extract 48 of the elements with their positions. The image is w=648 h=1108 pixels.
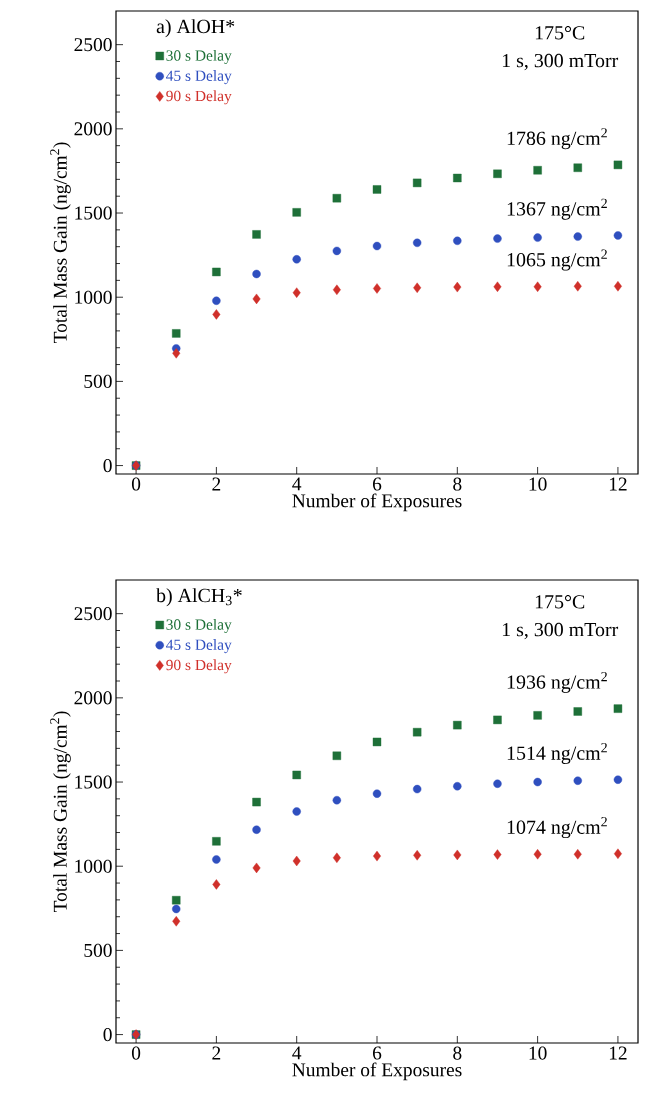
y-tick-label: 2500 — [74, 607, 112, 621]
x-tick-label: 6 — [372, 1046, 382, 1060]
y-tick-label: 1500 — [75, 206, 112, 220]
y-tick-label: 1500 — [75, 775, 112, 789]
annotation: 1 s, 300 mTorr — [502, 53, 619, 71]
x-tick-label: 12 — [609, 477, 627, 491]
chart-title: a) AlOH* — [156, 19, 235, 38]
x-tick-label: 8 — [453, 477, 462, 491]
x-tick-label: 10 — [529, 1046, 547, 1060]
legend-label: 30 s Delay — [166, 49, 232, 64]
legend-label: 45 s Delay — [166, 639, 232, 654]
annotation: 1074 ng/cm$^{2}$ — [507, 817, 607, 839]
y-tick-label: 0 — [103, 459, 112, 473]
annotation: 1786 ng/cm$^{2}$ — [507, 128, 607, 150]
y-tick-label: 2500 — [74, 38, 112, 52]
x-tick-label: 6 — [372, 477, 382, 491]
y-tick-label: 0 — [103, 1028, 112, 1042]
x-tick-label: 8 — [453, 1046, 462, 1060]
x-axis-title: Number of Exposures — [292, 1062, 462, 1081]
y-axis-title: Total Mass Gain (ng/cm$^{2}$) — [50, 711, 71, 913]
annotation: 1 s, 300 mTorr — [502, 622, 619, 640]
annotation: 1367 ng/cm$^{2}$ — [507, 198, 607, 220]
x-tick-label: 2 — [212, 1046, 221, 1060]
chart-title: b) AlCH$_{3}$* — [156, 588, 242, 607]
y-tick-label: 1000 — [75, 859, 112, 873]
annotation: 175°C — [535, 26, 585, 40]
x-tick-label: 4 — [292, 1046, 302, 1060]
legend-label: 30 s Delay — [166, 618, 232, 633]
y-tick-label: 2000 — [74, 691, 112, 705]
y-tick-label: 2000 — [74, 122, 112, 136]
legend-label: 90 s Delay — [166, 659, 232, 674]
annotation: 175°C — [535, 595, 585, 609]
y-tick-label: 500 — [84, 374, 112, 388]
annotation: 1065 ng/cm$^{2}$ — [507, 249, 607, 271]
x-tick-label: 12 — [609, 1046, 627, 1060]
x-tick-label: 4 — [292, 477, 302, 491]
x-tick-label: 0 — [131, 1046, 141, 1060]
x-tick-label: 10 — [529, 477, 547, 491]
y-axis-title: Total Mass Gain (ng/cm$^{2}$) — [50, 142, 71, 344]
x-axis-title: Number of Exposures — [292, 493, 462, 512]
x-tick-label: 2 — [212, 477, 221, 491]
legend-label: 45 s Delay — [166, 70, 232, 85]
legend-label: 90 s Delay — [166, 90, 232, 105]
x-tick-label: 0 — [131, 477, 141, 491]
annotation: 1514 ng/cm$^{2}$ — [507, 742, 607, 764]
y-tick-label: 500 — [84, 943, 112, 957]
y-tick-label: 1000 — [75, 290, 112, 304]
annotation: 1936 ng/cm$^{2}$ — [507, 671, 607, 693]
